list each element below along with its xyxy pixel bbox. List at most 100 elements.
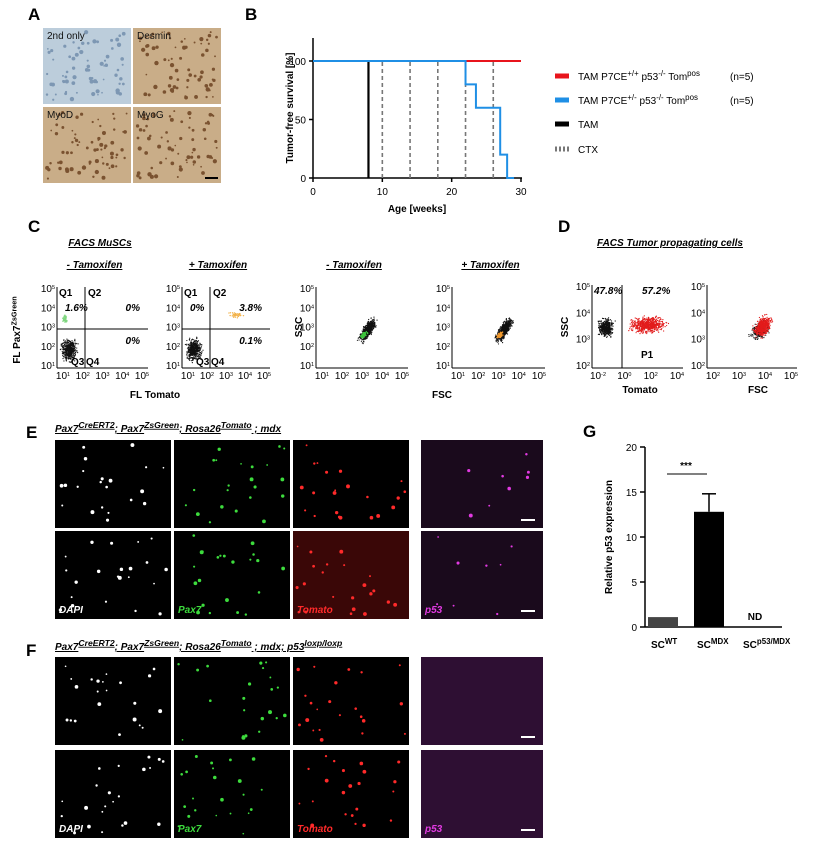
event-dot [638, 324, 640, 326]
log-tick-label: 103 [576, 335, 590, 346]
tick-base: 10 [41, 303, 53, 314]
cell [141, 47, 146, 52]
event-dot [73, 349, 75, 351]
event-dot [600, 320, 602, 322]
event-dot [196, 337, 198, 340]
event-dot [69, 361, 71, 363]
event-dot [607, 318, 610, 320]
event-dot [653, 323, 655, 325]
cell [94, 159, 99, 164]
tick-exp: 2 [346, 372, 349, 378]
event-dot [761, 318, 764, 320]
event-dot [509, 325, 512, 327]
event-dot [642, 326, 644, 328]
event-dot [231, 312, 234, 314]
cell [112, 112, 115, 116]
cell [104, 144, 108, 148]
event-dot [765, 326, 768, 328]
cell [186, 155, 191, 160]
legend-label-sup: pos [685, 93, 698, 102]
event-dot [603, 334, 605, 336]
event-dot [233, 312, 236, 314]
event-dot [193, 358, 195, 360]
event-dot [653, 322, 655, 324]
cell [174, 46, 177, 49]
cell [62, 79, 65, 83]
event-dot [191, 341, 193, 344]
event-dot [609, 325, 611, 328]
event-dot [71, 352, 73, 354]
event-dot [600, 327, 603, 329]
event-dot [197, 353, 199, 355]
event-dot [371, 325, 373, 327]
event-dot [630, 322, 633, 324]
event-dot [188, 338, 190, 341]
tick-base: 10 [238, 371, 250, 382]
event-dot [638, 329, 641, 331]
event-dot [658, 323, 660, 325]
event-dot [597, 320, 600, 323]
cell [211, 113, 214, 117]
event-dot [643, 315, 645, 317]
cell [88, 160, 92, 164]
event-dot [767, 321, 769, 323]
cell [99, 124, 102, 128]
event-dot [198, 354, 200, 356]
cell [179, 136, 183, 141]
cell [75, 115, 79, 119]
cell [197, 77, 202, 82]
tick-base: 10 [436, 361, 448, 372]
event-dot [650, 328, 652, 330]
cell [177, 152, 180, 155]
tick-exp: 4 [311, 304, 314, 310]
event-dot [503, 331, 505, 334]
event-dot [644, 323, 646, 325]
tick-base: 10 [135, 371, 147, 382]
event-dot [760, 318, 762, 320]
cell [168, 37, 172, 40]
event-dot [760, 319, 762, 321]
event-dot [499, 334, 502, 337]
event-dot [758, 328, 760, 330]
tick-exp: 2 [87, 372, 90, 378]
tick-exp: 0 [628, 372, 631, 378]
cell [115, 156, 118, 159]
event-dot [370, 320, 372, 323]
cell [168, 115, 172, 118]
event-dot [189, 345, 191, 347]
event-dot [500, 333, 502, 336]
event-dot [503, 320, 506, 322]
quadrant-percent: 0% [126, 336, 141, 347]
event-dot [768, 332, 770, 334]
event-dot [762, 332, 764, 334]
event-dot [511, 320, 513, 322]
event-dot [637, 319, 639, 321]
event-dot [67, 349, 69, 352]
event-dot [69, 346, 71, 348]
event-dot [63, 339, 65, 341]
quadrant-percent: 3.8% [239, 303, 262, 314]
tick-exp: 2 [311, 343, 314, 349]
cell [193, 41, 196, 44]
event-dot [753, 332, 755, 334]
cell [205, 48, 209, 53]
log-tick-label: 101 [56, 371, 70, 382]
cell [215, 146, 218, 149]
event-dot [60, 345, 62, 347]
tick-exp: 4 [126, 372, 129, 378]
event-dot [645, 318, 647, 321]
log-tick-label: 103 [691, 335, 705, 346]
event-dot [660, 329, 662, 331]
event-dot [70, 353, 73, 356]
event-dot [770, 318, 773, 320]
event-dot [373, 322, 375, 324]
event-dot [766, 330, 768, 333]
event-dot [194, 350, 196, 352]
event-dot [629, 326, 631, 328]
cell [174, 68, 179, 73]
cell [110, 38, 114, 42]
event-dot [504, 326, 506, 328]
cell [93, 79, 98, 84]
tick-exp: 1 [67, 372, 70, 378]
event-dot [636, 325, 639, 327]
